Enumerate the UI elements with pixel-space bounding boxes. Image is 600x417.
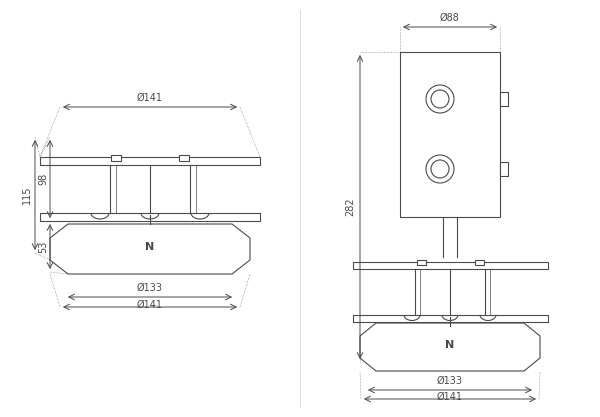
Text: Ø133: Ø133 xyxy=(437,376,463,386)
Text: Ø88: Ø88 xyxy=(440,13,460,23)
Polygon shape xyxy=(50,224,250,274)
Text: 53: 53 xyxy=(38,240,48,253)
Bar xyxy=(400,52,500,217)
Text: Ø141: Ø141 xyxy=(137,300,163,310)
Text: N: N xyxy=(145,242,155,252)
Bar xyxy=(500,92,508,106)
Bar xyxy=(40,213,260,221)
Bar xyxy=(40,157,260,165)
Bar xyxy=(475,260,484,265)
Bar xyxy=(353,262,548,269)
Text: N: N xyxy=(445,340,455,350)
Bar xyxy=(416,260,425,265)
Bar xyxy=(179,155,189,161)
Text: 98: 98 xyxy=(38,173,48,185)
Text: 115: 115 xyxy=(22,186,32,204)
Text: 282: 282 xyxy=(345,198,355,216)
Text: Ø133: Ø133 xyxy=(137,283,163,293)
Text: Ø141: Ø141 xyxy=(437,392,463,402)
Polygon shape xyxy=(360,323,540,371)
Text: Ø141: Ø141 xyxy=(137,93,163,103)
Bar xyxy=(500,162,508,176)
Bar xyxy=(353,315,548,322)
Bar xyxy=(111,155,121,161)
